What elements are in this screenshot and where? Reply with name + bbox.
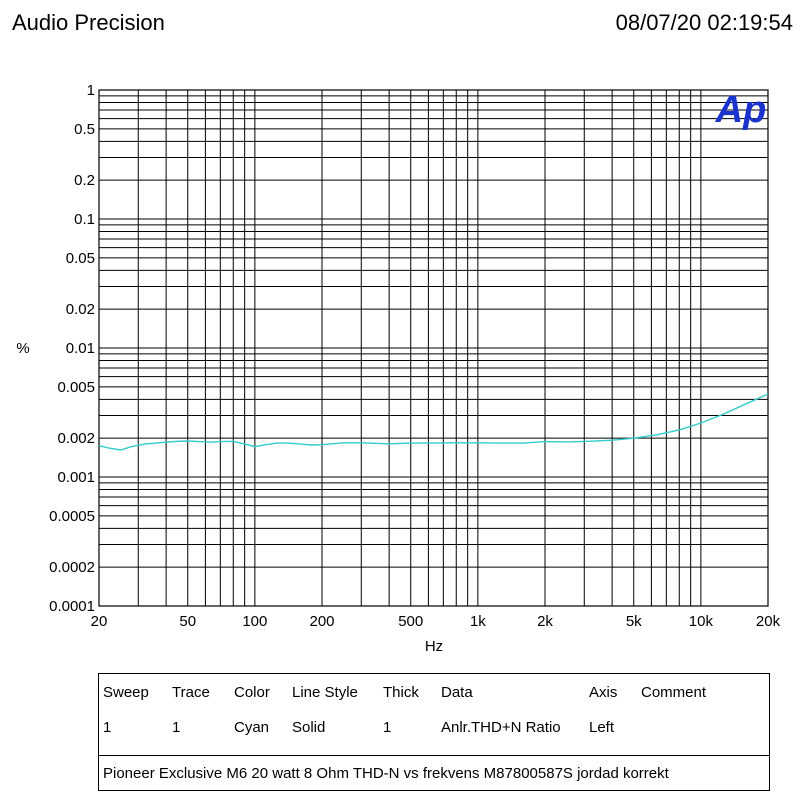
x-tick-label-5: 1k: [470, 613, 486, 630]
x-tick-label-2: 100: [242, 613, 267, 630]
legend-cell-thick: 1: [383, 719, 392, 736]
y-tick-label-7: 0.005: [57, 379, 95, 396]
x-tick-label-3: 200: [309, 613, 334, 630]
y-tick-label-11: 0.0002: [49, 559, 95, 576]
y-tick-label-12: 0.0001: [49, 598, 95, 615]
y-tick-label-2: 0.2: [74, 172, 95, 189]
ap-logo: Ap: [715, 89, 767, 131]
timestamp: 08/07/20 02:19:54: [615, 10, 793, 35]
x-tick-label-4: 500: [398, 613, 423, 630]
x-tick-label-0: 20: [91, 613, 108, 630]
legend-divider: [99, 755, 769, 756]
y-tick-label-8: 0.002: [57, 430, 95, 447]
legend-cell-sweep: 1: [103, 719, 112, 736]
x-tick-label-6: 2k: [537, 613, 553, 630]
y-tick-label-3: 0.1: [74, 211, 95, 228]
series-line-0: [98, 393, 769, 451]
x-tick-label-9: 20k: [756, 613, 781, 630]
y-tick-label-0: 1: [87, 82, 95, 99]
x-tick-labels: 20 50 100 200 500 1k 2k 5k 10k 20k: [91, 613, 781, 630]
legend-header-thick: Thick: [383, 684, 419, 701]
legend-header-comment: Comment: [641, 684, 707, 701]
app-title: Audio Precision: [12, 10, 165, 35]
thd-n-chart: 20 50 100 200 500 1k 2k 5k 10k 20k 1 0.5 0.2 0.1 0.05…: [16, 82, 781, 655]
legend-cell-color: Cyan: [234, 719, 270, 736]
legend-cell-line-style: Solid: [292, 719, 326, 736]
x-axis-label: Hz: [425, 638, 443, 655]
legend-header-line-style: Line Style: [292, 684, 358, 701]
legend-header-sweep: Sweep: [103, 684, 149, 701]
y-axis-label: %: [16, 340, 29, 357]
plot-frame: [98, 89, 769, 607]
y-tick-label-4: 0.05: [66, 250, 95, 267]
legend-header-data: Data: [441, 684, 473, 701]
legend-cell-data: Anlr.THD+N Ratio: [441, 719, 561, 736]
legend-header-axis: Axis: [589, 684, 618, 701]
y-tick-label-10: 0.0005: [49, 508, 95, 525]
legend-table: Sweep Trace Color Line Style Thick Data …: [98, 673, 770, 791]
y-tick-label-5: 0.02: [66, 301, 95, 318]
x-tick-label-7: 5k: [626, 613, 642, 630]
y-tick-label-6: 0.01: [66, 340, 95, 357]
legend-header-color: Color: [234, 684, 270, 701]
legend-comment-text: Pioneer Exclusive M6 20 watt 8 Ohm THD-N…: [103, 765, 669, 782]
x-tick-label-1: 50: [179, 613, 196, 630]
legend-header-trace: Trace: [172, 684, 210, 701]
legend-cell-trace: 1: [172, 719, 181, 736]
y-tick-label-1: 0.5: [74, 121, 95, 138]
y-tick-label-9: 0.001: [57, 469, 95, 486]
legend-cell-axis: Left: [589, 719, 615, 736]
traces: [98, 393, 769, 451]
x-tick-label-8: 10k: [689, 613, 714, 630]
grid-lines: [98, 89, 769, 607]
y-tick-labels: 1 0.5 0.2 0.1 0.05 0.02 0.01 0.005 0.002 0.001 0.0…: [49, 82, 95, 615]
